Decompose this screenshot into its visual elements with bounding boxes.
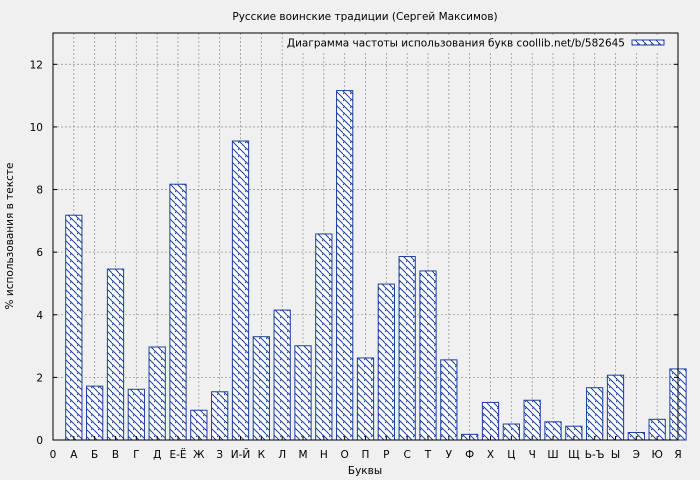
x-axis-label: Буквы — [348, 465, 382, 477]
x-tick-label: О — [341, 449, 349, 461]
x-tick-label: Х — [487, 449, 494, 461]
bar — [606, 374, 625, 441]
x-tick-label: Н — [320, 449, 328, 461]
legend-background — [285, 35, 673, 51]
bar — [523, 399, 541, 441]
bar — [377, 283, 395, 441]
bar — [336, 90, 354, 441]
y-tick-label: 6 — [36, 247, 43, 259]
bar — [273, 309, 291, 441]
bar — [127, 388, 145, 441]
bar — [315, 233, 333, 441]
bar — [211, 391, 229, 441]
bar — [106, 268, 125, 441]
y-tick-label: 0 — [36, 435, 43, 447]
bar — [398, 256, 416, 441]
x-tick-label: Ж — [193, 449, 205, 461]
y-tick-label: 10 — [30, 122, 43, 134]
x-tick-label: В — [112, 449, 119, 461]
bar — [231, 140, 250, 441]
bar — [169, 183, 187, 441]
y-axis-label: % использования в тексте — [4, 163, 16, 310]
bar — [481, 401, 500, 441]
x-axis: 0 А Б В Г Д Е-Ё Ж З И-Й К Л М Н О П Р С Т У Ф Х Ц Ч Ш Щ Ь-Ъ Ы Э Ю Я — [50, 436, 682, 461]
y-tick-label: 4 — [36, 310, 43, 322]
y-tick-label: 8 — [36, 185, 43, 197]
x-tick-label: У — [446, 449, 453, 461]
x-tick-label: Э — [633, 449, 640, 461]
x-tick-label: Ь-Ъ — [585, 449, 605, 461]
bar — [252, 336, 270, 441]
x-tick-label: И-Й — [231, 448, 251, 461]
x-tick-label: Л — [278, 449, 286, 461]
bar — [86, 385, 104, 441]
x-tick-label: С — [403, 449, 410, 461]
legend-label: Диаграмма частоты использования букв coo… — [287, 38, 625, 50]
x-tick-label: 0 — [50, 449, 57, 461]
x-tick-label: К — [258, 449, 266, 461]
x-tick-label: Ш — [547, 449, 558, 461]
bars — [65, 90, 687, 441]
bar — [190, 409, 208, 441]
y-tick-label: 12 — [30, 59, 43, 71]
x-tick-label: Ю — [651, 449, 662, 461]
legend-swatch — [631, 39, 665, 46]
x-tick-label: Ы — [611, 449, 620, 461]
y-axis: 0 2 4 6 8 10 12 — [30, 59, 678, 447]
chart-title: Русские воинские традиции (Сергей Максим… — [232, 11, 497, 23]
x-tick-label: П — [362, 449, 370, 461]
y-tick-label: 2 — [36, 372, 43, 384]
bar — [586, 387, 604, 441]
x-tick-label: Б — [91, 449, 98, 461]
x-tick-label: Г — [133, 449, 139, 461]
bar — [419, 270, 437, 441]
x-tick-label: Ч — [529, 449, 536, 461]
x-tick-label: М — [298, 449, 307, 461]
x-tick-label: Т — [424, 449, 432, 461]
x-tick-label: А — [70, 449, 78, 461]
x-tick-label: Ф — [465, 449, 474, 461]
x-tick-label: З — [216, 449, 223, 461]
grid — [53, 33, 678, 440]
bar — [356, 357, 375, 441]
bar — [294, 345, 312, 441]
bar — [440, 359, 458, 441]
bar — [65, 214, 83, 441]
legend: Диаграмма частоты использования букв coo… — [285, 35, 673, 51]
x-tick-label: Р — [383, 449, 389, 461]
x-tick-label: Е-Ё — [169, 448, 186, 461]
x-tick-label: Я — [674, 449, 681, 461]
x-tick-label: Щ — [568, 449, 580, 461]
x-tick-label: Д — [153, 449, 161, 461]
x-tick-label: Ц — [507, 449, 515, 461]
bar — [148, 346, 166, 441]
